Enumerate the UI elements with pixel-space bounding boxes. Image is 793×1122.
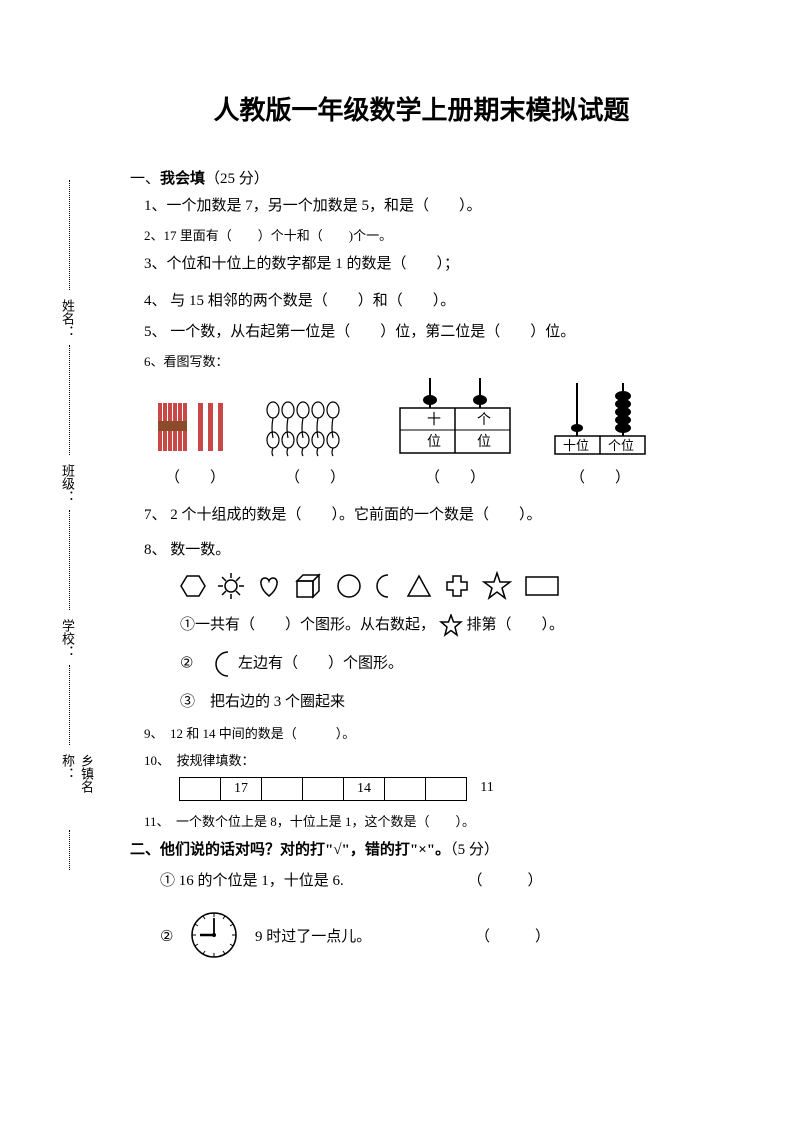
- star-icon-inline: [439, 614, 463, 638]
- svg-text:个位: 个位: [608, 438, 634, 453]
- triangle-icon: [406, 573, 432, 599]
- q6: 6、看图写数：: [144, 351, 713, 370]
- section1-header: 一、我会填（25 分）: [130, 167, 713, 188]
- heart-icon: [256, 573, 282, 599]
- town-label: 乡镇名称：: [58, 750, 96, 820]
- svg-text:个: 个: [477, 412, 491, 428]
- exam-page: 人教版一年级数学上册期末模拟试题 一、我会填（25 分） 1、一个加数是 7，另…: [0, 0, 793, 1015]
- q9: 9、 12 和 14 中间的数是（ ）。: [144, 723, 713, 742]
- s2-q1: ① 16 的个位是 1，十位是 6. （ ）: [160, 869, 713, 890]
- q6-answers: （ ） （ ） （ ） （ ）: [150, 466, 713, 487]
- q2: 2、17 里面有（ ）个十和（ )个一。: [144, 225, 713, 244]
- svg-text:十: 十: [427, 412, 441, 428]
- svg-text:位: 位: [477, 434, 491, 450]
- circle-icon: [336, 573, 362, 599]
- class-label: 班级：: [58, 460, 77, 507]
- q8-2: ② 左边有（ ）个图形。: [180, 650, 713, 678]
- q10-boxes: 17 14 11: [180, 777, 713, 801]
- rectangle-icon: [524, 575, 560, 597]
- balloons-icon: [265, 398, 365, 458]
- svg-text:位: 位: [427, 434, 441, 450]
- name-label: 姓名：: [58, 295, 77, 342]
- school-label: 学校：: [58, 615, 77, 662]
- moon-icon: [374, 573, 394, 599]
- q6-pictures: 十 个 位 位 十位 个位: [150, 378, 713, 458]
- student-info-sidebar: 姓名： 班级： 学校： 乡镇名称：: [55, 180, 85, 820]
- sun-icon: [218, 573, 244, 599]
- cube-icon: [294, 573, 324, 599]
- sticks-icon: [150, 398, 240, 458]
- clock-icon: [189, 910, 239, 965]
- abacus1-icon: 十 个 位 位: [390, 378, 520, 458]
- shapes-row: [180, 571, 713, 601]
- q11: 11、 一个数个位上是 8，十位上是 1，这个数是（ ）。: [144, 811, 713, 830]
- q3: 3、个位和十位上的数字都是 1 的数是（ ）；: [144, 252, 713, 273]
- q7: 7、 2 个十组成的数是（ ）。它前面的一个数是（ ）。: [144, 503, 713, 524]
- exam-title: 人教版一年级数学上册期末模拟试题: [130, 90, 713, 127]
- abacus2-icon: 十位 个位: [545, 378, 655, 458]
- q5: 5、 一个数，从右起第一位是（ ）位，第二位是（ ）位。: [144, 320, 713, 341]
- moon-icon-inline: [212, 650, 234, 678]
- q8-3: ③ 把右边的 3 个圈起来: [180, 690, 713, 711]
- q4: 4、 与 15 相邻的两个数是（ ）和（ ）。: [144, 289, 713, 310]
- hexagon-icon: [180, 573, 206, 599]
- cross-icon: [444, 573, 470, 599]
- svg-text:十位: 十位: [563, 438, 589, 453]
- q8: 8、 数一数。: [144, 538, 713, 559]
- q8-1: ①一共有（ ）个图形。从右数起， 排第（ ）。: [180, 613, 713, 638]
- q1: 1、一个加数是 7，另一个加数是 5，和是（ ）。: [144, 194, 713, 215]
- star-icon: [482, 571, 512, 601]
- s2-q2: ②: [160, 910, 713, 965]
- q10: 10、 按规律填数：: [144, 750, 713, 769]
- section2-header: 二、他们说的话对吗？对的打"√"，错的打"×"。（5 分）: [130, 838, 713, 859]
